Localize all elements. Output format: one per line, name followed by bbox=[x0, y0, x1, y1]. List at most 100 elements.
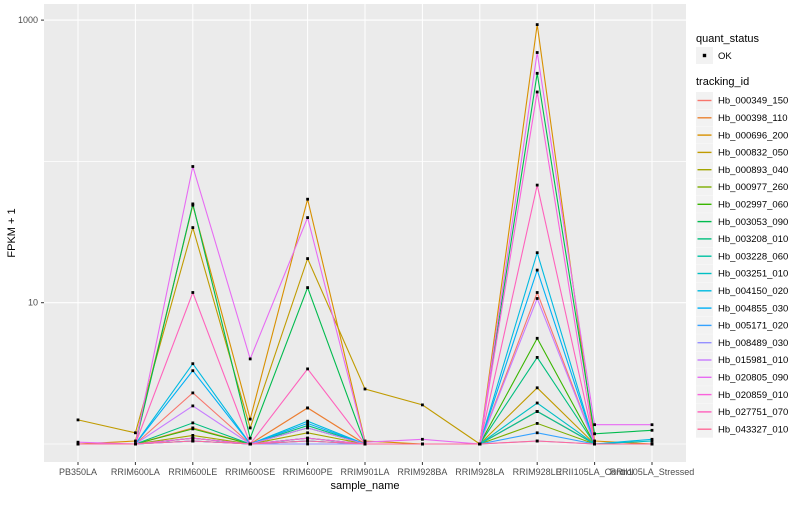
data-point bbox=[248, 442, 252, 446]
data-point bbox=[593, 432, 596, 436]
data-point bbox=[535, 336, 539, 340]
data-point bbox=[650, 428, 654, 432]
data-point bbox=[191, 421, 195, 425]
legend-label: Hb_027751_070 bbox=[718, 407, 788, 418]
legend-label: Hb_003208_010 bbox=[718, 234, 788, 245]
data-point bbox=[76, 418, 80, 422]
data-point bbox=[535, 410, 539, 413]
data-point bbox=[421, 442, 424, 446]
legend-title-tracking-id: tracking_id bbox=[696, 76, 749, 88]
legend-label: Hb_003053_090 bbox=[718, 217, 788, 228]
x-tick-label: RRIM928BA bbox=[397, 467, 447, 477]
x-tick-label: RRII105LA_Stressed bbox=[610, 467, 695, 477]
data-point bbox=[76, 440, 80, 444]
legend-label: Hb_000696_200 bbox=[718, 130, 788, 141]
data-point bbox=[363, 387, 367, 391]
data-point bbox=[191, 439, 195, 443]
data-point bbox=[191, 436, 195, 440]
x-tick-label: PB350LA bbox=[59, 467, 97, 477]
legend-label: Hb_020805_090 bbox=[718, 373, 788, 384]
data-point bbox=[421, 403, 424, 407]
legend-label: Hb_000832_050 bbox=[718, 148, 788, 159]
data-point bbox=[134, 439, 137, 443]
data-point bbox=[478, 442, 482, 446]
data-point bbox=[650, 439, 654, 443]
data-point bbox=[535, 71, 539, 75]
data-point bbox=[306, 431, 309, 435]
legend-label: Hb_008489_030 bbox=[718, 338, 788, 349]
data-point bbox=[421, 437, 424, 441]
data-point bbox=[248, 426, 252, 430]
x-tick-label: RRIM928LA bbox=[455, 467, 504, 477]
data-point bbox=[191, 427, 195, 431]
y-axis-title: FPKM + 1 bbox=[6, 208, 18, 257]
data-point bbox=[306, 406, 309, 410]
data-point bbox=[248, 436, 252, 440]
data-point bbox=[535, 51, 539, 54]
legend-label: Hb_004150_020 bbox=[718, 286, 788, 297]
data-point bbox=[191, 165, 195, 168]
legend-label: Hb_002997_060 bbox=[718, 200, 788, 211]
data-point bbox=[593, 442, 596, 446]
legend-label: Hb_000977_260 bbox=[718, 182, 788, 193]
data-point bbox=[535, 401, 539, 405]
data-point bbox=[306, 197, 309, 201]
data-point bbox=[306, 216, 309, 219]
data-point bbox=[306, 439, 309, 443]
data-point bbox=[76, 442, 80, 446]
x-axis-title: sample_name bbox=[330, 480, 399, 492]
legend-label: Hb_015981_010 bbox=[718, 355, 788, 366]
data-point bbox=[191, 434, 195, 437]
data-point bbox=[593, 439, 596, 443]
data-point bbox=[191, 226, 195, 229]
data-point bbox=[191, 291, 195, 294]
legend-label: Hb_000398_110 bbox=[718, 113, 788, 124]
data-point bbox=[306, 424, 309, 427]
data-point bbox=[650, 437, 654, 441]
data-point bbox=[134, 431, 137, 435]
data-point bbox=[363, 440, 367, 444]
x-tick-label: RRIM901LA bbox=[340, 467, 389, 477]
data-point bbox=[248, 417, 252, 421]
data-point bbox=[191, 404, 195, 408]
y-tick-label: 1000 bbox=[18, 15, 38, 25]
legend-label: Hb_043327_010 bbox=[718, 424, 788, 435]
data-point bbox=[535, 422, 539, 425]
data-point bbox=[535, 291, 539, 294]
data-point bbox=[535, 431, 539, 435]
data-point bbox=[306, 367, 309, 371]
data-point bbox=[306, 422, 309, 425]
data-point bbox=[535, 297, 539, 300]
x-tick-label: RRIM600LE bbox=[168, 467, 217, 477]
ok-point-icon bbox=[702, 53, 707, 58]
data-point bbox=[306, 419, 309, 423]
legend-label: Hb_000893_040 bbox=[718, 165, 788, 176]
data-point bbox=[248, 357, 252, 361]
x-tick-label: RRIM600SE bbox=[225, 467, 275, 477]
legend-label: Hb_003251_010 bbox=[718, 269, 788, 280]
data-point bbox=[134, 442, 137, 446]
legend-label: Hb_004855_030 bbox=[718, 303, 788, 314]
x-tick-label: RRIM600LA bbox=[111, 467, 160, 477]
data-point bbox=[306, 286, 309, 289]
data-point bbox=[535, 90, 539, 94]
legend-label: Hb_000349_150 bbox=[718, 96, 788, 107]
data-point bbox=[306, 257, 309, 260]
legend-label: Hb_003228_060 bbox=[718, 251, 788, 262]
data-point bbox=[191, 362, 195, 366]
x-tick-label: RRII105LA_Control bbox=[556, 467, 634, 477]
x-tick-label: RRIM928LE bbox=[513, 467, 562, 477]
data-point bbox=[535, 439, 539, 443]
legend-label: Hb_020859_010 bbox=[718, 390, 788, 401]
data-point bbox=[650, 423, 654, 427]
data-point bbox=[535, 183, 539, 187]
data-point bbox=[191, 202, 195, 206]
data-point bbox=[191, 369, 195, 373]
y-tick-label: 10 bbox=[28, 298, 38, 308]
data-point bbox=[535, 268, 539, 272]
data-point bbox=[363, 442, 367, 446]
data-point bbox=[535, 356, 539, 359]
data-point bbox=[650, 442, 654, 446]
